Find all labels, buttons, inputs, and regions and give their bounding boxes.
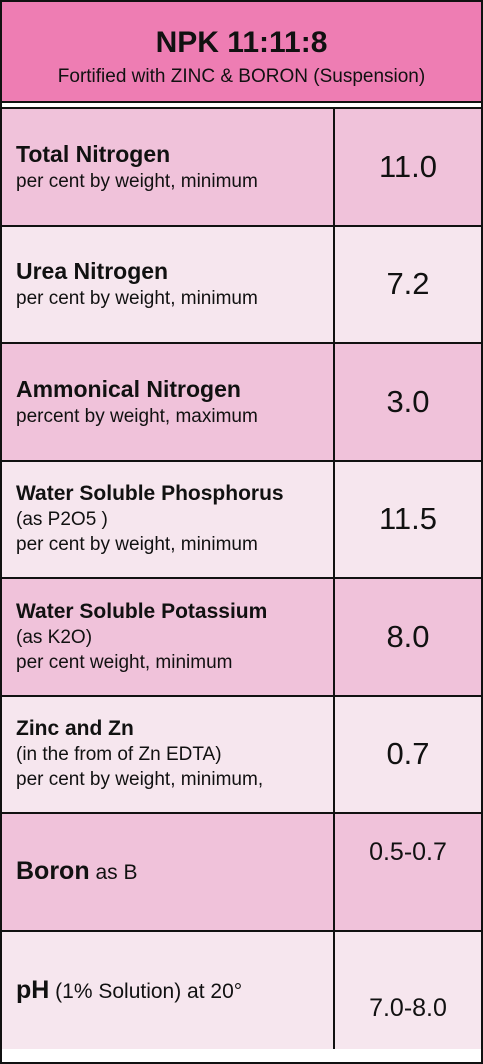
name-text: Total Nitrogen — [16, 140, 171, 167]
table-row: pH (1% Solution) at 20° 7.0-8.0 — [2, 931, 481, 1049]
name-text: Water Soluble Potassium — [16, 599, 268, 623]
value-cell: 11.0 — [378, 148, 438, 184]
value-cell: 7.0-8.0 — [369, 994, 447, 1022]
name-suffix: as B — [89, 861, 138, 885]
name-text: Ammonical Nitrogen — [16, 375, 241, 402]
name-text: Water Soluble Phosphorus — [16, 482, 284, 506]
table-row: Ammonical Nitrogen percent by weight, max… — [2, 344, 481, 462]
name-suffix: (1% Solution) at 20° — [49, 979, 243, 1003]
parameter-detail: (in the from of Zn EDTA) — [16, 744, 222, 766]
parameter-name: Urea Nitrogen — [16, 258, 333, 285]
parameter-detail: per cent by weight, minimum, — [16, 769, 264, 791]
name-text: Zinc and Zn — [16, 717, 134, 741]
value-cell: 0.5-0.7 — [369, 838, 447, 866]
value-cell: 3.0 — [386, 383, 430, 419]
parameter-cell: Water Soluble Phosphorus (as P2O5 ) per ce… — [2, 461, 335, 577]
parameter-detail: per cent by weight, minimum — [16, 534, 258, 556]
table-row: Urea Nitrogen per cent by weight, minimum… — [2, 226, 481, 344]
parameter-cell: Water Soluble Potassium (as K2O) per cent … — [2, 579, 335, 695]
table: Total Nitrogen per cent by weight, minimu… — [2, 107, 481, 1049]
parameter-detail: per cent by weight, minimum — [16, 170, 258, 192]
subtitle: Fortified with ZINC & BORON (Suspension) — [57, 66, 426, 87]
parameter-detail: per cent weight, minimum — [16, 651, 233, 673]
value-cell: 0.7 — [386, 736, 430, 772]
parameter-cell: Total Nitrogen per cent by weight, minimu… — [2, 109, 335, 225]
table-row: Water Soluble Phosphorus (as P2O5 ) per ce… — [2, 461, 481, 579]
parameter-detail: per cent by weight, minimum — [16, 288, 258, 310]
parameter-name: Ammonical Nitrogen — [16, 376, 333, 403]
table-row: Boron as B 0.5-0.7 — [2, 814, 481, 932]
table-row: Water Soluble Potassium (as K2O) per cent … — [2, 579, 481, 697]
parameter-detail: percent by weight, maximum — [16, 405, 258, 427]
parameter-detail: (as K2O) — [16, 626, 93, 648]
parameter-cell: pH (1% Solution) at 20° — [2, 931, 335, 1049]
parameter-name: Water Soluble Phosphorus — [16, 482, 333, 506]
table-row: Total Nitrogen per cent by weight, minimu… — [2, 109, 481, 227]
name-text: pH — [16, 975, 50, 1004]
parameter-name: Water Soluble Potassium — [16, 600, 333, 624]
value-cell: 11.5 — [378, 501, 438, 537]
parameter-detail: (as P2O5 ) — [16, 509, 108, 531]
name-text: Urea Nitrogen — [16, 258, 169, 285]
header: NPK 11:11:8 Fortified with ZINC & BORON … — [2, 2, 481, 103]
parameter-cell: Boron as B — [2, 814, 335, 930]
parameter-cell: Urea Nitrogen per cent by weight, minimum — [2, 226, 335, 342]
parameter-cell: Ammonical Nitrogen percent by weight, max… — [2, 344, 335, 460]
title: NPK 11:11:8 — [155, 26, 328, 59]
parameter-name: Boron as B — [16, 857, 333, 886]
value-cell: 8.0 — [386, 618, 430, 654]
parameter-cell: Zinc and Zn (in the from of Zn EDTA) per c… — [2, 696, 335, 812]
parameter-name: Zinc and Zn — [16, 717, 333, 741]
parameter-name: Total Nitrogen — [16, 141, 333, 168]
name-text: Boron — [16, 857, 90, 886]
parameter-name: pH (1% Solution) at 20° — [16, 976, 333, 1005]
table-row: Zinc and Zn (in the from of Zn EDTA) per c… — [2, 696, 481, 814]
value-cell: 7.2 — [386, 266, 430, 302]
